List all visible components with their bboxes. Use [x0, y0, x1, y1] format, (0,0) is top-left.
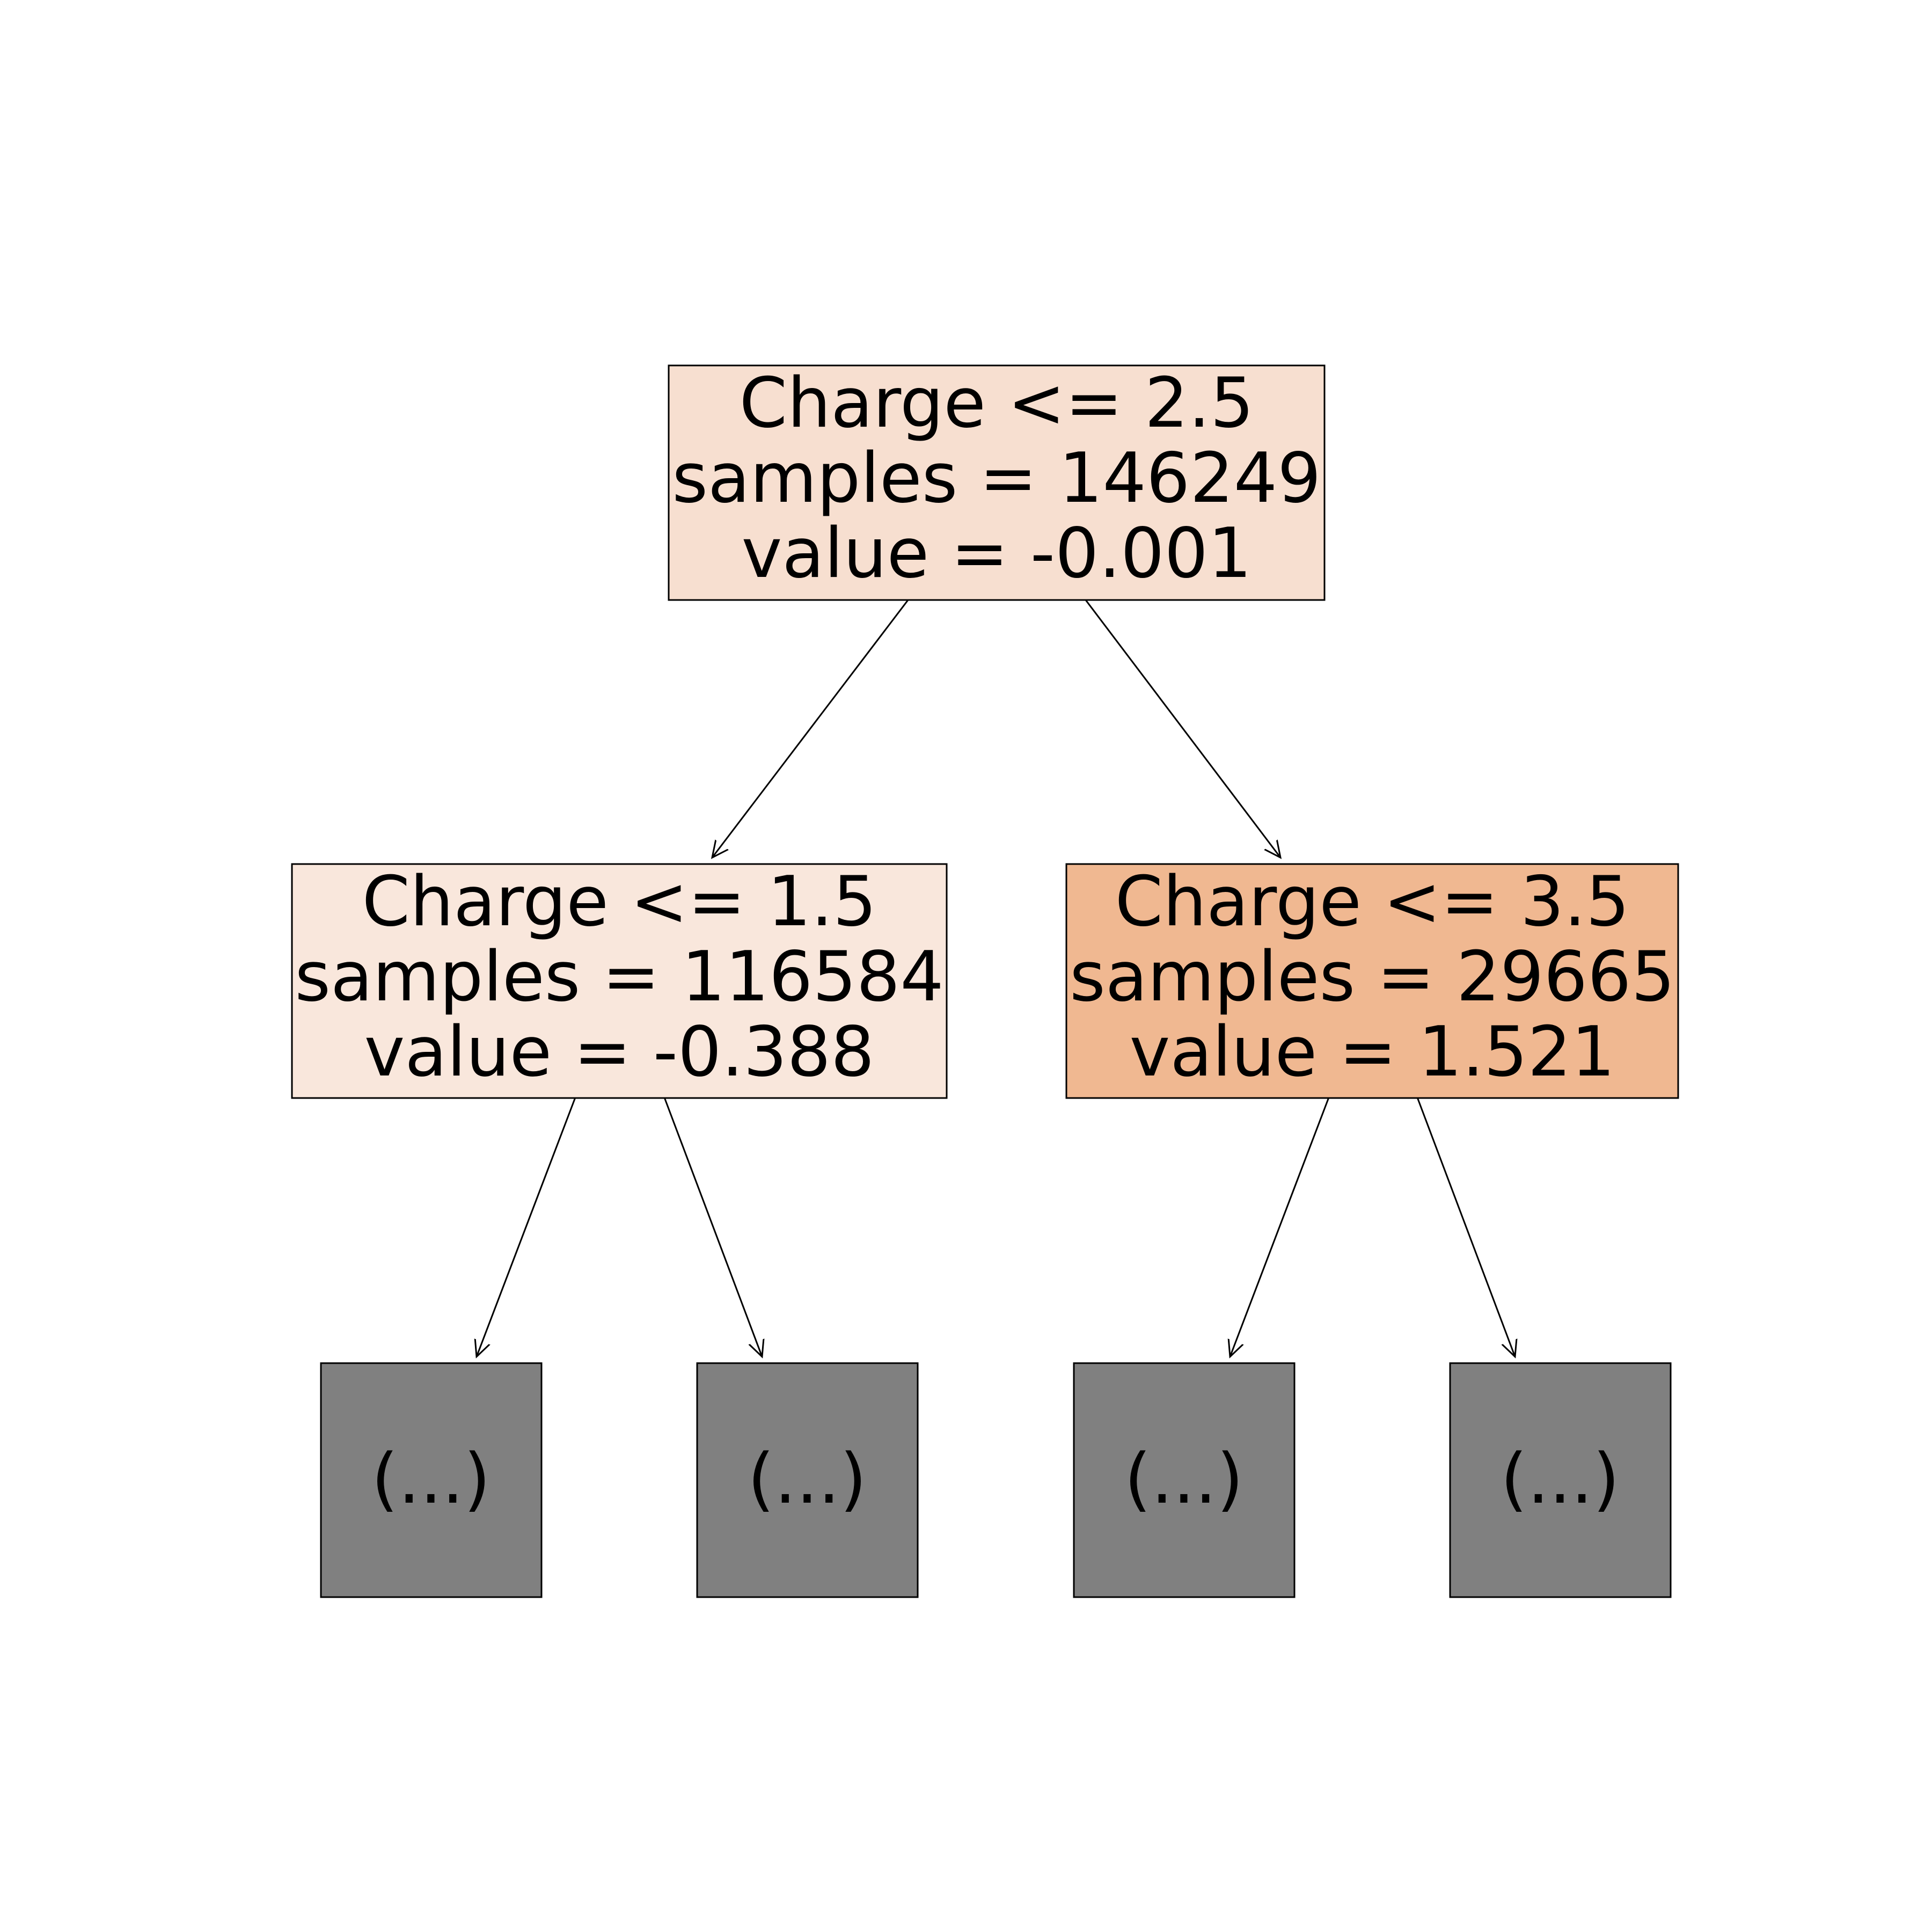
truncated-leaf-1: (...): [320, 1362, 543, 1598]
edge-right-to-leaf-4: [1416, 1097, 1515, 1357]
root-node: Charge <= 2.5 samples = 146249 value = -…: [668, 363, 1326, 601]
edge-left-to-leaf-1: [477, 1097, 576, 1357]
truncated-leaf-box: [320, 1362, 543, 1598]
edge-root-to-right: [1085, 599, 1280, 858]
truncated-leaf-4: (...): [1449, 1362, 1672, 1598]
edge-left-to-leaf-2: [663, 1097, 762, 1357]
root-node-box: [668, 364, 1326, 601]
root-condition: Charge <= 2.5: [740, 363, 1254, 443]
root-samples: samples = 146249: [672, 438, 1321, 518]
truncated-leaf-box: [1073, 1362, 1296, 1598]
left-condition: Charge <= 1.5: [362, 862, 877, 942]
truncated-leaf-label: (...): [1124, 1439, 1243, 1519]
edge-root-to-left: [712, 599, 909, 858]
edge-right-to-leaf-3: [1230, 1097, 1330, 1357]
right-condition: Charge <= 3.5: [1115, 862, 1630, 942]
left-samples: samples = 116584: [295, 937, 943, 1017]
right-node: Charge <= 3.5 samples = 29665 value = 1.…: [1065, 862, 1679, 1099]
truncated-leaf-label: (...): [1501, 1439, 1620, 1519]
truncated-leaf-box: [1449, 1362, 1672, 1598]
right-node-box: [1065, 863, 1679, 1099]
left-node: Charge <= 1.5 samples = 116584 value = -…: [291, 862, 948, 1099]
truncated-leaf-3: (...): [1073, 1362, 1296, 1598]
truncated-leaf-box: [696, 1362, 919, 1598]
truncated-leaf-label: (...): [748, 1439, 867, 1519]
truncated-leaf-2: (...): [696, 1362, 919, 1598]
right-samples: samples = 29665: [1070, 937, 1675, 1017]
truncated-leaf-label: (...): [371, 1439, 491, 1519]
left-node-box: [291, 863, 948, 1099]
edges: [477, 599, 1515, 1357]
left-value: value = -0.388: [364, 1012, 875, 1092]
right-value: value = 1.521: [1130, 1012, 1615, 1092]
root-value: value = -0.001: [742, 514, 1252, 594]
